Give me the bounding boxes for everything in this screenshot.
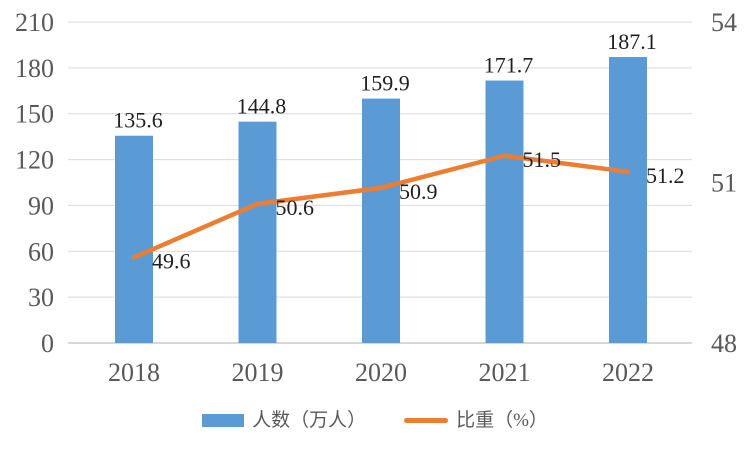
left-axis-tick: 180 xyxy=(15,54,54,83)
line-series-label: 比重（%） xyxy=(456,409,548,431)
x-axis-label: 2021 xyxy=(479,358,531,387)
line-value-label: 50.9 xyxy=(399,179,438,204)
line-series-swatch-icon xyxy=(404,417,449,423)
left-axis-tick: 90 xyxy=(28,191,54,220)
chart-legend: 人数（万人） 比重（%） xyxy=(0,404,750,436)
bar-value-label: 171.7 xyxy=(484,53,534,78)
x-axis-label: 2019 xyxy=(232,358,284,387)
right-axis-tick: 54 xyxy=(711,8,737,37)
left-axis-tick: 210 xyxy=(15,8,54,37)
x-axis-label: 2020 xyxy=(355,358,407,387)
left-axis-tick: 60 xyxy=(28,237,54,266)
line-value-label: 51.2 xyxy=(646,163,685,188)
bar-2018 xyxy=(115,135,153,343)
bar-series-label: 人数（万人） xyxy=(252,409,367,431)
bar-series-swatch-icon xyxy=(202,413,245,427)
line-value-label: 51.5 xyxy=(523,147,562,172)
bar-value-label: 187.1 xyxy=(607,29,657,54)
bar-value-label: 144.8 xyxy=(237,94,287,119)
line-value-label: 50.6 xyxy=(276,195,315,220)
right-axis-tick: 48 xyxy=(711,329,737,358)
bar-value-label: 135.6 xyxy=(113,108,163,133)
legend-item-bar-series: 人数（万人） xyxy=(202,411,366,430)
left-axis-tick: 30 xyxy=(28,283,54,312)
line-value-label: 49.6 xyxy=(152,248,191,273)
line-series-path xyxy=(131,153,631,260)
x-axis-label: 2022 xyxy=(602,358,654,387)
bar-2021 xyxy=(485,80,524,344)
right-axis-tick: 51 xyxy=(711,169,737,198)
bar-value-label: 159.9 xyxy=(360,71,410,96)
bar-2019 xyxy=(238,121,277,343)
legend-item-line-series: 比重（%） xyxy=(404,411,548,430)
x-axis-label: 2018 xyxy=(108,358,160,387)
left-axis-tick: 150 xyxy=(15,100,54,129)
left-axis-tick: 0 xyxy=(41,329,54,358)
bar-2022 xyxy=(609,57,647,344)
left-axis-tick: 120 xyxy=(15,146,54,175)
bar-2020 xyxy=(362,98,400,344)
